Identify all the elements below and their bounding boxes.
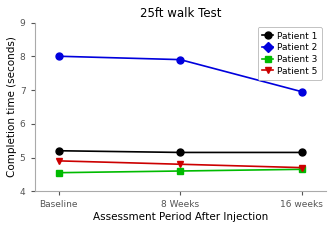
Patient 1 bbox=[57, 149, 61, 152]
Patient 3 bbox=[57, 171, 61, 174]
Patient 3 bbox=[178, 170, 182, 172]
Patient 3 bbox=[300, 168, 304, 171]
Patient 1 bbox=[178, 151, 182, 154]
Patient 5 bbox=[57, 160, 61, 162]
Patient 2 bbox=[57, 55, 61, 58]
Patient 2 bbox=[300, 90, 304, 93]
Y-axis label: Completion time (seconds): Completion time (seconds) bbox=[7, 36, 17, 177]
Line: Patient 5: Patient 5 bbox=[55, 157, 305, 171]
Title: 25ft walk Test: 25ft walk Test bbox=[140, 7, 221, 20]
Line: Patient 2: Patient 2 bbox=[55, 53, 305, 95]
Line: Patient 1: Patient 1 bbox=[55, 147, 305, 156]
X-axis label: Assessment Period After Injection: Assessment Period After Injection bbox=[93, 212, 268, 222]
Line: Patient 3: Patient 3 bbox=[55, 166, 305, 176]
Patient 1 bbox=[300, 151, 304, 154]
Patient 5 bbox=[300, 166, 304, 169]
Legend: Patient 1, Patient 2, Patient 3, Patient 5: Patient 1, Patient 2, Patient 3, Patient… bbox=[258, 27, 322, 80]
Patient 2 bbox=[178, 58, 182, 61]
Patient 5 bbox=[178, 163, 182, 166]
